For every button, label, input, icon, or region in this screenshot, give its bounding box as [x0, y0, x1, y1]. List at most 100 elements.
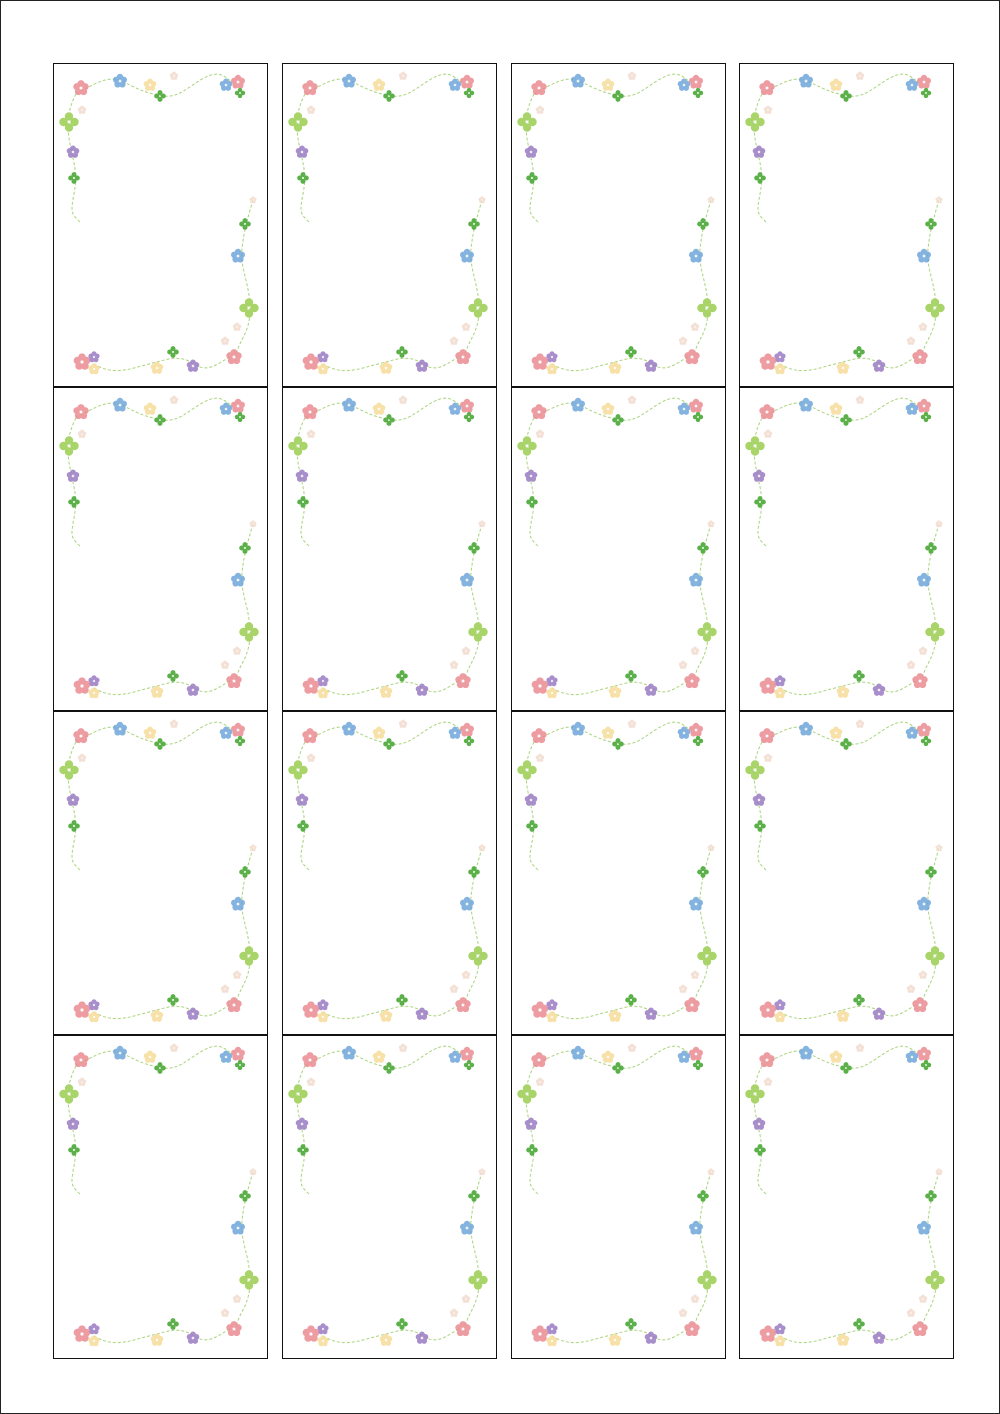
flower-center: [420, 1012, 424, 1016]
flower-center: [384, 366, 388, 370]
flower-center: [377, 731, 381, 735]
vine: [533, 1045, 691, 1069]
flower-center: [576, 1051, 580, 1055]
clover-icon: [466, 296, 490, 320]
vine: [779, 679, 919, 696]
flower-center: [613, 366, 617, 370]
clover-icon: [466, 620, 490, 644]
flower-center: [834, 83, 838, 87]
flower-center: [465, 80, 469, 84]
flower-center: [402, 1047, 404, 1049]
flower-center: [537, 86, 541, 90]
flower-center: [690, 1003, 694, 1007]
flower-center: [81, 1081, 83, 1083]
flower-center: [910, 664, 912, 666]
flower-center: [384, 1338, 388, 1342]
clover-icon: [525, 495, 539, 509]
flower-center: [918, 1327, 922, 1331]
flower-center: [71, 474, 75, 478]
clover-icon: [238, 865, 252, 879]
flower-center: [252, 847, 254, 849]
clover-icon: [466, 944, 490, 968]
flower-center: [347, 79, 351, 83]
flower-center: [309, 1332, 313, 1336]
flower-center: [308, 734, 312, 738]
flower-center: [682, 731, 686, 735]
vine: [551, 355, 691, 372]
clover-icon: [923, 620, 947, 644]
flower-center: [682, 664, 684, 666]
flower-center: [613, 1014, 617, 1018]
clover-icon: [696, 217, 710, 231]
clover-icon: [382, 413, 396, 427]
flower-center: [778, 355, 782, 359]
clover-icon: [286, 110, 310, 134]
flower-center: [252, 199, 254, 201]
flower-center: [922, 650, 924, 652]
clover-icon: [395, 993, 409, 1007]
vine: [761, 1045, 919, 1069]
flower-center: [550, 367, 554, 371]
clover-icon: [395, 1317, 409, 1331]
flower-center: [767, 109, 769, 111]
clover-icon: [624, 1317, 638, 1331]
clover-icon: [852, 669, 866, 683]
clover-icon: [743, 758, 767, 782]
floral-frame-decoration: [57, 719, 261, 1023]
floral-frame-decoration: [743, 395, 947, 699]
flower-center: [481, 523, 483, 525]
flower-center: [224, 1312, 226, 1314]
flower-center: [236, 404, 240, 408]
flower-center: [481, 1171, 483, 1173]
flower-center: [538, 1008, 542, 1012]
clover-icon: [919, 86, 933, 100]
flower-center: [173, 75, 175, 77]
flower-center: [461, 1003, 465, 1007]
flower-center: [465, 578, 469, 582]
flower-center: [321, 1015, 325, 1019]
clover-icon: [515, 434, 539, 458]
flower-center: [118, 79, 122, 83]
clover-icon: [67, 495, 81, 509]
flower-center: [766, 1332, 770, 1336]
flower-center: [766, 360, 770, 364]
vine: [322, 1003, 462, 1020]
flower-center: [224, 988, 226, 990]
flower-center: [606, 407, 610, 411]
flower-center: [300, 798, 304, 802]
flower-center: [465, 326, 467, 328]
vine: [296, 741, 310, 871]
flower-center: [766, 1008, 770, 1012]
floral-frame-decoration: [57, 395, 261, 699]
clover-icon: [296, 171, 310, 185]
card-1-1: [53, 63, 268, 387]
flower-center: [804, 1051, 808, 1055]
clover-icon: [691, 734, 705, 748]
clover-icon: [919, 1058, 933, 1072]
flower-center: [778, 1327, 782, 1331]
clover-icon: [153, 89, 167, 103]
flower-center: [81, 433, 83, 435]
flower-center: [236, 80, 240, 84]
flower-center: [529, 798, 533, 802]
flower-center: [236, 326, 238, 328]
clover-icon: [611, 737, 625, 751]
flower-center: [922, 404, 926, 408]
flower-center: [649, 1336, 653, 1340]
flower-center: [310, 433, 312, 435]
vine: [296, 1065, 310, 1195]
clover-icon: [515, 758, 539, 782]
clover-icon: [611, 1061, 625, 1075]
flower-center: [834, 731, 838, 735]
flower-center: [922, 80, 926, 84]
flower-center: [859, 399, 861, 401]
clover-icon: [153, 1061, 167, 1075]
flower-center: [236, 578, 240, 582]
flower-center: [841, 366, 845, 370]
flower-center: [191, 1336, 195, 1340]
flower-center: [481, 847, 483, 849]
flower-center: [576, 727, 580, 731]
flower-center: [481, 199, 483, 201]
flower-center: [765, 1058, 769, 1062]
flower-center: [155, 1014, 159, 1018]
